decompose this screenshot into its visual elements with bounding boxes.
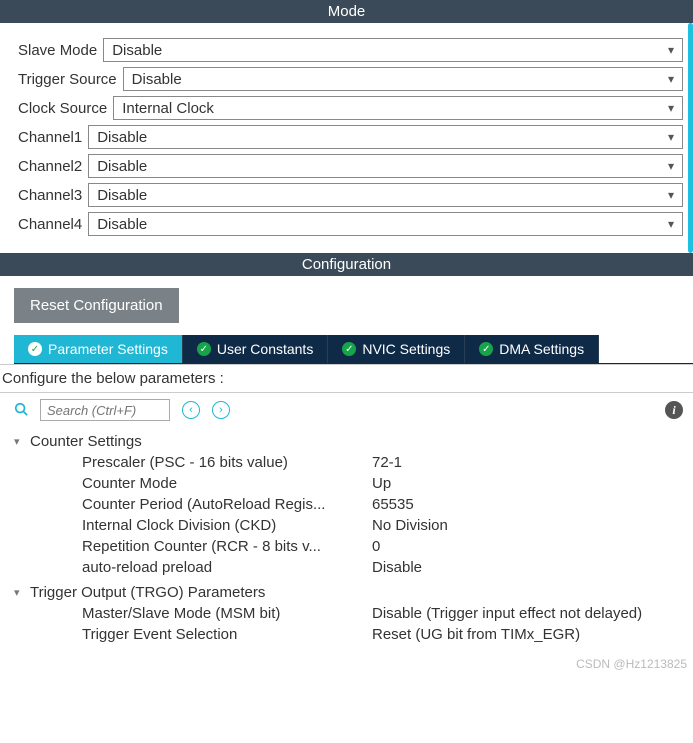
- param-row[interactable]: Internal Clock Division (CKD)No Division: [14, 515, 693, 536]
- param-row[interactable]: Trigger Event SelectionReset (UG bit fro…: [14, 624, 693, 645]
- tab-nvic-settings[interactable]: ✓ NVIC Settings: [328, 335, 465, 363]
- mode-label: Channel3: [18, 187, 88, 204]
- mode-row: Clock Source Internal Clock ▾: [18, 96, 683, 120]
- mode-select[interactable]: Internal Clock ▾: [113, 96, 683, 120]
- parameter-groups: ▾ Counter Settings Prescaler (PSC - 16 bit…: [14, 431, 693, 645]
- mode-label: Channel4: [18, 216, 88, 233]
- chevron-down-icon: ▾: [668, 159, 674, 173]
- check-icon: ✓: [28, 342, 42, 356]
- mode-select[interactable]: Disable ▾: [103, 38, 683, 62]
- mode-row: Channel2 Disable ▾: [18, 154, 683, 178]
- param-group: ▾ Trigger Output (TRGO) Parameters Master/…: [14, 582, 693, 645]
- chevron-down-icon: ▾: [668, 43, 674, 57]
- check-icon: ✓: [197, 342, 211, 356]
- group-title: Trigger Output (TRGO) Parameters: [30, 584, 265, 601]
- mode-select-value: Internal Clock: [122, 100, 214, 117]
- mode-label: Channel2: [18, 158, 88, 175]
- mode-select-value: Disable: [132, 71, 182, 88]
- check-icon: ✓: [479, 342, 493, 356]
- mode-panel: Slave Mode Disable ▾ Trigger Source Disable ▾…: [0, 23, 693, 253]
- param-label: Internal Clock Division (CKD): [82, 517, 372, 534]
- param-value: No Division: [372, 517, 693, 534]
- param-label: Trigger Event Selection: [82, 626, 372, 643]
- watermark: CSDN @Hz1213825: [0, 649, 693, 675]
- param-row[interactable]: Master/Slave Mode (MSM bit)Disable (Trig…: [14, 603, 693, 624]
- chevron-down-icon: ▾: [668, 217, 674, 231]
- param-label: Counter Mode: [82, 475, 372, 492]
- group-title: Counter Settings: [30, 433, 142, 450]
- search-icon: [14, 402, 28, 419]
- mode-select-value: Disable: [97, 158, 147, 175]
- mode-row: Slave Mode Disable ▾: [18, 38, 683, 62]
- mode-select-value: Disable: [112, 42, 162, 59]
- group-header[interactable]: ▾ Counter Settings: [14, 431, 693, 452]
- param-value: Reset (UG bit from TIMx_EGR): [372, 626, 693, 643]
- param-value: Up: [372, 475, 693, 492]
- param-value: 0: [372, 538, 693, 555]
- mode-select-value: Disable: [97, 187, 147, 204]
- tab-user-constants[interactable]: ✓ User Constants: [183, 335, 328, 363]
- chevron-down-icon: ▾: [668, 72, 674, 86]
- mode-label: Channel1: [18, 129, 88, 146]
- check-icon: ✓: [342, 342, 356, 356]
- tab-dma-settings[interactable]: ✓ DMA Settings: [465, 335, 599, 363]
- chevron-down-icon: ▾: [14, 586, 26, 599]
- tab-label: DMA Settings: [499, 341, 584, 357]
- mode-label: Slave Mode: [18, 42, 103, 59]
- chevron-down-icon: ▾: [668, 101, 674, 115]
- chevron-down-icon: ▾: [668, 188, 674, 202]
- mode-header: Mode: [0, 0, 693, 23]
- configure-hint: Configure the below parameters :: [0, 364, 693, 393]
- tab-label: NVIC Settings: [362, 341, 450, 357]
- chevron-down-icon: ▾: [668, 130, 674, 144]
- param-value: Disable: [372, 559, 693, 576]
- tab-label: Parameter Settings: [48, 341, 168, 357]
- mode-select[interactable]: Disable ▾: [88, 212, 683, 236]
- param-row[interactable]: Counter ModeUp: [14, 473, 693, 494]
- mode-select[interactable]: Disable ▾: [88, 154, 683, 178]
- config-tabs: ✓ Parameter Settings ✓ User Constants ✓ NVIC …: [14, 335, 693, 364]
- param-label: Counter Period (AutoReload Regis...: [82, 496, 372, 513]
- info-icon[interactable]: i: [665, 401, 683, 419]
- param-label: Master/Slave Mode (MSM bit): [82, 605, 372, 622]
- search-next-button[interactable]: ›: [212, 401, 230, 419]
- param-row[interactable]: Prescaler (PSC - 16 bits value)72-1: [14, 452, 693, 473]
- search-prev-button[interactable]: ‹: [182, 401, 200, 419]
- param-row[interactable]: Repetition Counter (RCR - 8 bits v...0: [14, 536, 693, 557]
- param-label: Repetition Counter (RCR - 8 bits v...: [82, 538, 372, 555]
- configuration-header: Configuration: [0, 253, 693, 276]
- tab-parameter-settings[interactable]: ✓ Parameter Settings: [14, 335, 183, 363]
- param-group: ▾ Counter Settings Prescaler (PSC - 16 bit…: [14, 431, 693, 578]
- mode-row: Channel4 Disable ▾: [18, 212, 683, 236]
- reset-configuration-button[interactable]: Reset Configuration: [14, 288, 179, 323]
- mode-row: Channel3 Disable ▾: [18, 183, 683, 207]
- configuration-body: Reset Configuration ✓Parameter Settings✓…: [0, 276, 693, 645]
- mode-label: Clock Source: [18, 100, 113, 117]
- search-input[interactable]: [40, 399, 170, 421]
- param-row[interactable]: Counter Period (AutoReload Regis...65535: [14, 494, 693, 515]
- mode-select[interactable]: Disable ▾: [123, 67, 683, 91]
- param-row[interactable]: auto-reload preloadDisable: [14, 557, 693, 578]
- mode-row: Channel1 Disable ▾: [18, 125, 683, 149]
- group-header[interactable]: ▾ Trigger Output (TRGO) Parameters: [14, 582, 693, 603]
- mode-select[interactable]: Disable ▾: [88, 183, 683, 207]
- mode-label: Trigger Source: [18, 71, 123, 88]
- search-row: ‹ › i: [14, 393, 693, 427]
- mode-select-value: Disable: [97, 129, 147, 146]
- tab-label: User Constants: [217, 341, 313, 357]
- param-label: auto-reload preload: [82, 559, 372, 576]
- param-value: 65535: [372, 496, 693, 513]
- param-value: 72-1: [372, 454, 693, 471]
- mode-select[interactable]: Disable ▾: [88, 125, 683, 149]
- param-label: Prescaler (PSC - 16 bits value): [82, 454, 372, 471]
- mode-row: Trigger Source Disable ▾: [18, 67, 683, 91]
- param-value: Disable (Trigger input effect not delaye…: [372, 605, 693, 622]
- mode-select-value: Disable: [97, 216, 147, 233]
- chevron-down-icon: ▾: [14, 435, 26, 448]
